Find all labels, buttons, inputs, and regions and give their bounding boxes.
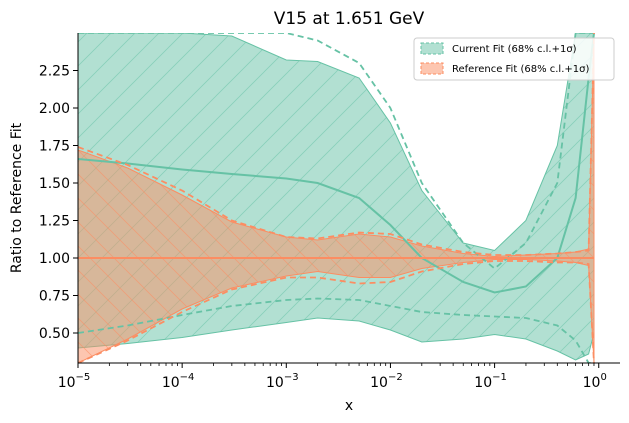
y-tick-label: 0.50 [39,326,70,342]
x-tick-label: 100 [583,372,607,391]
reference-dashed-lower [78,260,595,363]
y-tick-label: 1.00 [39,251,70,267]
y-tick-label: 2.25 [39,64,70,80]
x-tick-exponent: −5 [76,372,91,383]
legend-swatch-reference [420,62,444,75]
x-tick-exponent: −4 [180,372,195,383]
current-central-line [78,33,595,294]
plot-area [78,33,595,363]
legend-label-reference: Reference Fit (68% c.l.+1σ) [452,64,589,75]
legend-swatch-current [420,42,444,55]
x-tick-exponent: −1 [492,372,507,383]
y-tick-label: 1.75 [39,139,70,155]
x-tick-base: 10 [162,375,180,391]
current-dashed-lower [78,297,594,363]
x-tick-label: 10−1 [474,372,507,391]
legend: Current Fit (68% c.l.+1σ) Reference Fit … [413,37,615,81]
reference-band-hatch [78,33,594,363]
x-tick-label: 10−3 [266,372,299,391]
x-tick-exponent: −2 [388,372,403,383]
legend-frame [413,37,615,81]
x-tick-label: 10−5 [58,372,91,391]
x-tick-exponent: 0 [600,372,606,383]
x-tick-base: 10 [266,375,284,391]
x-axis-ticks: 10−5 10−4 10−3 10−2 10−1 100 [58,363,607,391]
y-axis-label: Ratio to Reference Fit [9,122,25,273]
x-tick-base: 10 [583,375,601,391]
y-tick-label: 0.75 [39,289,70,305]
reference-dashed-upper [78,33,595,256]
y-tick-label: 1.25 [39,214,70,230]
x-tick-base: 10 [58,375,76,391]
legend-label-current: Current Fit (68% c.l.+1σ) [452,44,577,55]
y-tick-label: 1.50 [39,176,70,192]
y-tick-label: 2.00 [39,101,70,117]
y-axis-ticks: 0.50 0.75 1.00 1.25 1.50 1.75 2.00 2.25 [39,64,78,342]
chart-title: V15 at 1.651 GeV [274,9,425,29]
x-tick-base: 10 [474,375,492,391]
x-tick-label: 10−2 [370,372,403,391]
x-tick-label: 10−4 [162,372,195,391]
x-axis-label: x [345,398,353,414]
x-tick-exponent: −3 [284,372,299,383]
x-tick-base: 10 [370,375,388,391]
current-dashed-upper [78,33,594,270]
